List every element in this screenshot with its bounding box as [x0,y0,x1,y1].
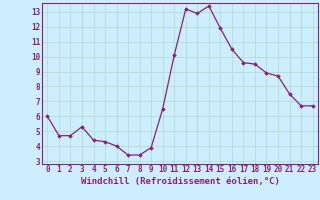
X-axis label: Windchill (Refroidissement éolien,°C): Windchill (Refroidissement éolien,°C) [81,177,279,186]
